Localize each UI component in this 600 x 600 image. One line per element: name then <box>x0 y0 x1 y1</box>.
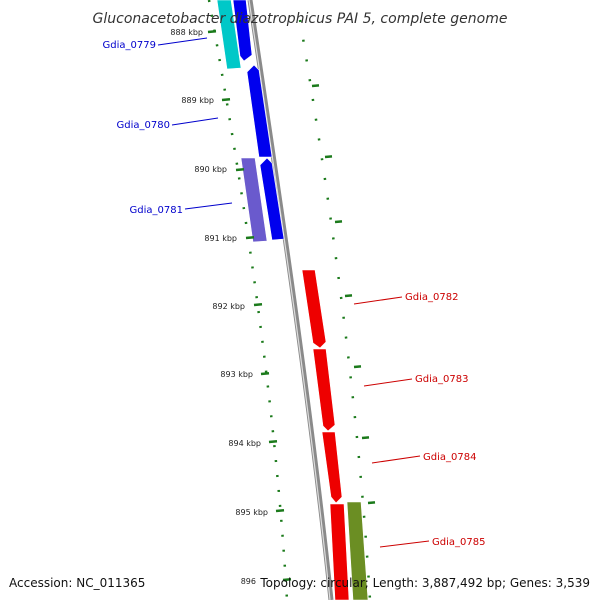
gene-label-gdia-0784[interactable]: Gdia_0784 <box>423 452 476 463</box>
gene-leader-line <box>184 202 233 210</box>
gene-label-gdia-0785[interactable]: Gdia_0785 <box>432 537 485 548</box>
tick-label: 894 kbp <box>228 439 261 448</box>
gene-feature-gdia-0783[interactable] <box>312 348 336 432</box>
gene-label-group: Gdia_0779 Gdia_0780 Gdia_0781 Gdia_0782 Gdia… <box>103 37 485 548</box>
tick-group: 888 kbp 889 kbp 890 kbp 891 kbp 892 kbp 893 k… <box>170 28 376 586</box>
tick-label: 890 kbp <box>194 165 227 174</box>
tick-mark <box>275 508 285 513</box>
gene-feature-gdia-0781-blue[interactable] <box>259 157 285 241</box>
gene-label-gdia-0781[interactable]: Gdia_0781 <box>130 205 183 216</box>
gene-feature-gdia-0782[interactable] <box>301 269 327 349</box>
tick-label: 895 kbp <box>235 508 268 517</box>
tick-mark <box>235 167 245 172</box>
tick-mark <box>207 29 217 34</box>
outer-tick-mark <box>344 294 353 298</box>
tick-label: 888 kbp <box>170 28 203 37</box>
gene-label-gdia-0780[interactable]: Gdia_0780 <box>117 120 170 131</box>
outer-tick-mark <box>367 501 376 505</box>
outer-tick-mark <box>311 84 320 88</box>
backbone-highlight <box>248 0 331 600</box>
tick-label: 896 <box>241 577 256 586</box>
gene-feature-gdia-0779[interactable] <box>216 0 242 70</box>
gene-feature-gdia-0785-red[interactable] <box>329 503 350 600</box>
gene-feature-gdia-0780-a[interactable] <box>232 0 253 62</box>
tick-mark <box>282 577 292 582</box>
backbone-arc <box>247 0 334 600</box>
tick-label: 892 kbp <box>212 302 245 311</box>
gene-feature-gdia-0781-slate[interactable] <box>240 157 268 243</box>
tick-mark <box>253 302 263 307</box>
tick-label: 889 kbp <box>181 96 214 105</box>
topology-text: Topology: circular; Length: 3,887,492 bp… <box>259 576 590 590</box>
outer-tick-mark <box>361 436 370 440</box>
gene-feature-gdia-0780-b[interactable] <box>246 64 273 158</box>
gene-label-gdia-0779[interactable]: Gdia_0779 <box>103 40 156 51</box>
accession-text: Accession: NC_011365 <box>9 576 145 590</box>
gene-feature-gdia-0784[interactable] <box>321 431 343 504</box>
gene-leader-line <box>171 117 219 126</box>
gene-label-gdia-0782[interactable]: Gdia_0782 <box>405 292 458 303</box>
outer-tick-mark <box>334 220 343 224</box>
tick-mark <box>268 439 278 444</box>
map-title: Gluconacetobacter diazotrophicus PAI 5, … <box>93 11 508 27</box>
outer-tick-mark <box>324 155 333 159</box>
outer-tick-ring <box>298 19 372 600</box>
tick-mark <box>245 235 255 240</box>
gene-features <box>216 0 369 600</box>
tick-mark <box>260 371 270 376</box>
gene-leader-line <box>353 296 403 305</box>
tick-label: 891 kbp <box>204 234 237 243</box>
tick-label: 893 kbp <box>220 370 253 379</box>
gene-feature-gdia-0785-olive[interactable] <box>346 501 369 600</box>
gene-leader-line <box>379 540 430 548</box>
gene-leader-line <box>371 455 421 464</box>
gene-label-gdia-0783[interactable]: Gdia_0783 <box>415 374 468 385</box>
outer-tick-mark <box>353 365 362 369</box>
tick-mark <box>221 97 231 102</box>
gene-leader-line <box>157 37 208 46</box>
gene-leader-line <box>363 378 413 387</box>
